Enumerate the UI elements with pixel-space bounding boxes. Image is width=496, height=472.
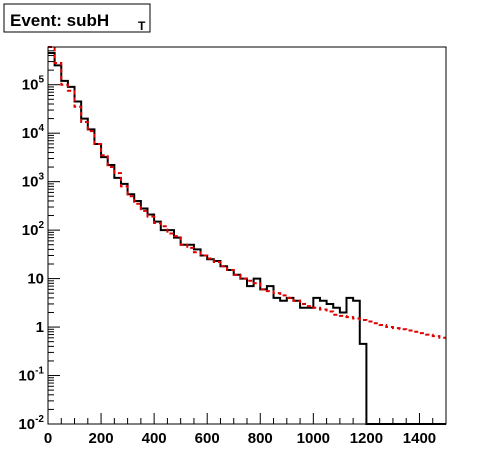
- series-layer: [48, 46, 446, 425]
- x-tick-label: 0: [44, 430, 52, 447]
- y-tick-label: 105: [22, 75, 45, 94]
- y-tick-label: 1: [36, 319, 44, 336]
- x-tick-label: 200: [89, 430, 114, 447]
- y-tick-label: 10-2: [18, 414, 44, 433]
- x-tick-label: 800: [248, 430, 273, 447]
- x-tick-label: 1400: [403, 430, 436, 447]
- title-box: Event: subH T: [3, 3, 151, 33]
- x-tick-label: 1200: [350, 430, 383, 447]
- x-tick-label: 1000: [297, 430, 330, 447]
- series-line-2: [48, 46, 446, 339]
- x-tick-label: 400: [142, 430, 167, 447]
- y-tick-label: 10-1: [18, 366, 44, 385]
- plot-area: [48, 47, 446, 424]
- series-line-1: [48, 52, 446, 425]
- axis-layer: 0 200 400 600 800 1000 1200 1400105104103102101…: [18, 50, 447, 447]
- title-frame: [3, 3, 151, 33]
- y-tick-label: 103: [22, 172, 45, 191]
- chart-title: Event: subH: [10, 11, 109, 30]
- y-tick-label: 102: [22, 220, 45, 239]
- chart-title-subscript: T: [138, 19, 146, 33]
- y-tick-label: 104: [22, 123, 45, 142]
- x-tick-label: 600: [195, 430, 220, 447]
- y-tick-label: 10: [27, 271, 44, 288]
